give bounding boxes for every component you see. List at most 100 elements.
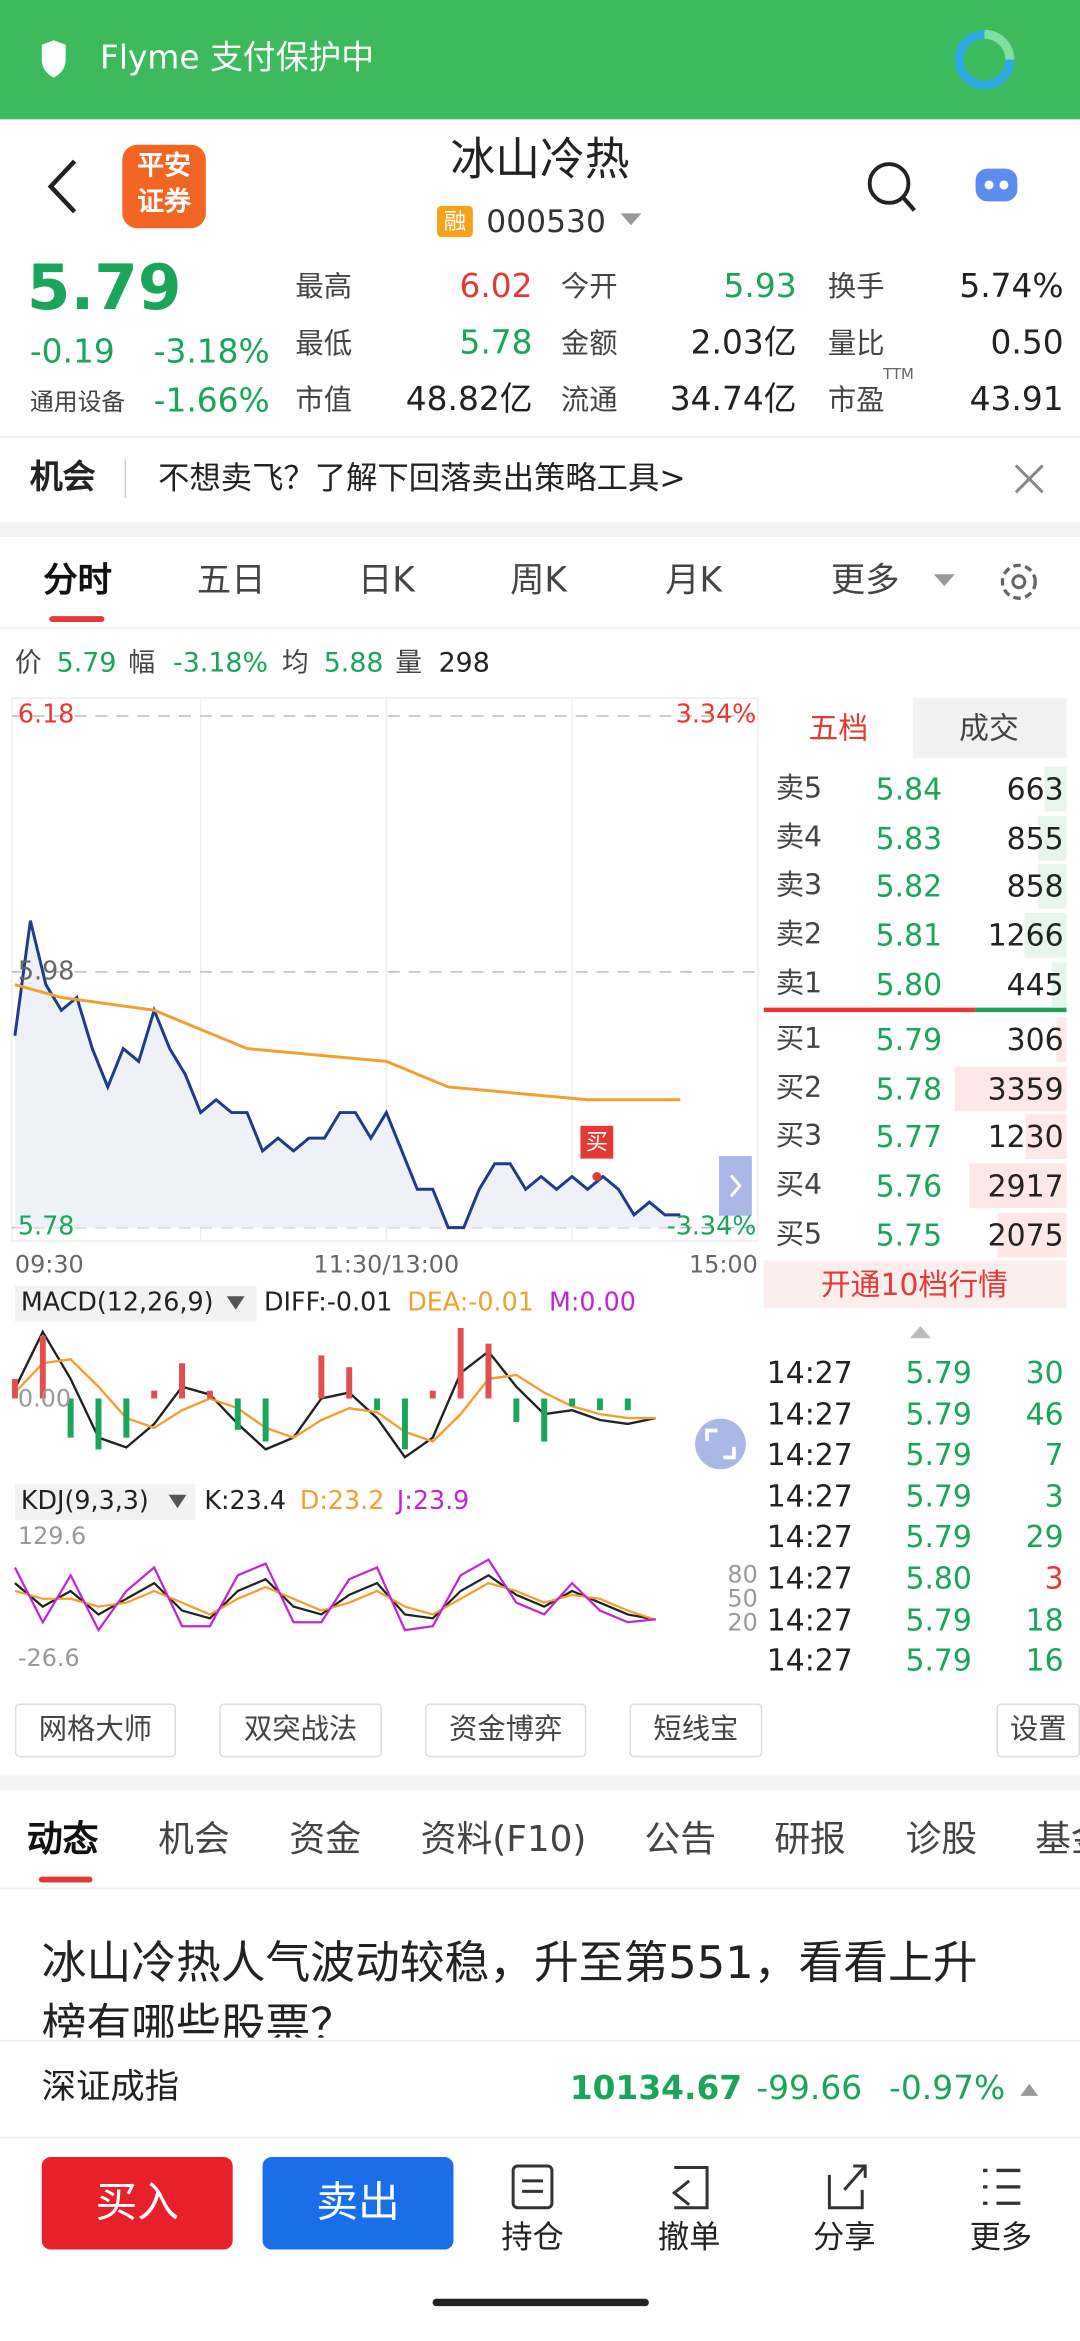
tool-button[interactable] bbox=[629, 1703, 763, 1758]
stat-value: 43.91 bbox=[969, 381, 1064, 420]
share-icon[interactable] bbox=[827, 2164, 867, 2210]
y-tick-label: 5.98 bbox=[17, 956, 75, 987]
book-volume: 855 bbox=[1006, 820, 1064, 857]
chart-tab[interactable]: 日K bbox=[357, 561, 415, 601]
loading-arc bbox=[984, 29, 1015, 60]
more-depth[interactable]: 开通10档行情 bbox=[820, 1266, 1008, 1303]
robot-icon[interactable] bbox=[975, 168, 1018, 202]
content-tab[interactable]: 研报 bbox=[774, 1818, 846, 1861]
more-dropdown[interactable] bbox=[933, 574, 955, 587]
action-label[interactable]: 撤单 bbox=[657, 2218, 721, 2255]
tool-label[interactable]: 设置 bbox=[1009, 1713, 1067, 1747]
trade-price: 5.79 bbox=[905, 1478, 972, 1515]
book-tab[interactable]: 成交 bbox=[959, 710, 1019, 746]
sell-button-bg[interactable] bbox=[262, 2157, 454, 2250]
tab-underline bbox=[38, 1876, 93, 1883]
indicator-title[interactable]: MACD(12,26,9) bbox=[20, 1288, 214, 1318]
book-volume: 2075 bbox=[987, 1217, 1064, 1254]
volume-bar bbox=[1037, 863, 1067, 909]
index-change-pct: -0.97% bbox=[889, 2070, 1006, 2108]
y2-tick-label: -3.34% bbox=[666, 1212, 757, 1242]
code-dropdown[interactable] bbox=[620, 213, 642, 226]
stock-code: 000530 bbox=[486, 203, 606, 240]
tool-button[interactable] bbox=[425, 1703, 587, 1758]
macd-bar bbox=[11, 1378, 18, 1399]
chart-tab[interactable]: 周K bbox=[510, 561, 567, 601]
expand-tab[interactable] bbox=[719, 1156, 752, 1216]
chart-tab[interactable]: 月K bbox=[665, 561, 723, 601]
book-level: 卖5 bbox=[775, 771, 823, 805]
stat-value: 5.78 bbox=[459, 325, 533, 363]
info-label: 幅 bbox=[128, 647, 156, 679]
volume-bar bbox=[1025, 1114, 1067, 1160]
tool-label[interactable]: 资金博弈 bbox=[448, 1713, 563, 1747]
settings-icon[interactable] bbox=[1000, 563, 1037, 600]
action-label[interactable]: 更多 bbox=[969, 2218, 1033, 2255]
tool-button[interactable] bbox=[14, 1703, 177, 1758]
indicator-dropdown bbox=[168, 1494, 187, 1509]
status-bar bbox=[0, 0, 1080, 120]
content-tab[interactable]: 资料(F10) bbox=[420, 1818, 587, 1861]
tool-label[interactable]: 网格大师 bbox=[38, 1713, 153, 1747]
promo-text[interactable]: 不想卖飞？了解下回落卖出策略工具> bbox=[158, 460, 686, 496]
macd-bar bbox=[401, 1398, 408, 1450]
trade-time: 14:27 bbox=[766, 1436, 853, 1473]
fullscreen-icon bbox=[705, 1428, 736, 1460]
book-price: 5.79 bbox=[875, 1021, 943, 1058]
fullscreen-button[interactable] bbox=[695, 1418, 746, 1470]
action-label[interactable]: 分享 bbox=[812, 2218, 876, 2255]
info-label: 量 bbox=[395, 647, 423, 679]
tab-active-bg bbox=[763, 698, 913, 758]
more-icon[interactable] bbox=[983, 2168, 1021, 2205]
indicator-title[interactable]: KDJ(9,3,3) bbox=[20, 1486, 149, 1517]
x-tick-label: 15:00 bbox=[689, 1250, 758, 1279]
index-expand[interactable] bbox=[1020, 2083, 1039, 2096]
book-level: 买5 bbox=[775, 1217, 823, 1251]
home-indicator bbox=[432, 2298, 649, 2307]
tool-button[interactable] bbox=[996, 1703, 1080, 1758]
indicator-legend: J:23.9 bbox=[396, 1486, 470, 1517]
macd-bar bbox=[569, 1398, 576, 1407]
chart-tab[interactable]: 分时 bbox=[43, 561, 112, 601]
macd-bar bbox=[346, 1367, 353, 1399]
y-tick-label: 0.00 bbox=[17, 1383, 72, 1412]
book-price: 5.80 bbox=[875, 966, 943, 1003]
macd-bar bbox=[234, 1398, 241, 1430]
stock-name: 冰山冷热 bbox=[450, 134, 630, 187]
tab-underline bbox=[49, 616, 105, 623]
trade-price: 5.79 bbox=[905, 1602, 972, 1638]
indicator-legend: DEA:-0.01 bbox=[407, 1288, 534, 1318]
content-tab[interactable]: 资金 bbox=[289, 1818, 361, 1861]
index-name: 深证成指 bbox=[41, 2068, 180, 2108]
buy-button-bg[interactable] bbox=[41, 2157, 233, 2250]
book-volume: 2917 bbox=[987, 1168, 1064, 1204]
action-label[interactable]: 持仓 bbox=[501, 2218, 564, 2255]
content-tab[interactable]: 公告 bbox=[644, 1818, 717, 1861]
content-tab[interactable]: 基金 bbox=[1035, 1818, 1080, 1861]
scroll-up[interactable] bbox=[909, 1326, 931, 1339]
macd-bar bbox=[206, 1390, 213, 1399]
tool-label[interactable]: 双突战法 bbox=[243, 1713, 358, 1747]
book-volume: 858 bbox=[1006, 868, 1064, 904]
trade-price: 5.80 bbox=[905, 1560, 972, 1597]
back-button[interactable] bbox=[47, 159, 77, 214]
tool-label[interactable]: 短线宝 bbox=[653, 1713, 739, 1747]
chart-tab[interactable]: 五日 bbox=[196, 561, 266, 601]
book-tab[interactable]: 五档 bbox=[808, 710, 869, 746]
stat-label: 流通 bbox=[560, 384, 618, 417]
content-tab[interactable]: 动态 bbox=[26, 1818, 99, 1861]
content-tab[interactable]: 机会 bbox=[158, 1818, 230, 1861]
kdj-selector[interactable] bbox=[14, 1484, 196, 1521]
sell-button[interactable]: 卖出 bbox=[316, 2177, 400, 2228]
content-tab[interactable]: 诊股 bbox=[905, 1818, 978, 1861]
news-headline[interactable]: 冰山冷热人气波动较稳，升至第551，看看上升榜有哪些股票？ bbox=[41, 1937, 978, 2038]
search-icon[interactable] bbox=[867, 162, 911, 205]
chart-tab[interactable]: 更多 bbox=[830, 561, 900, 601]
buy-button[interactable]: 买入 bbox=[95, 2177, 180, 2228]
cancel-icon[interactable] bbox=[671, 2165, 709, 2210]
position-icon[interactable] bbox=[511, 2164, 554, 2210]
close-promo[interactable] bbox=[1014, 464, 1044, 494]
macd-selector[interactable] bbox=[14, 1285, 257, 1322]
tool-button[interactable] bbox=[219, 1703, 382, 1758]
